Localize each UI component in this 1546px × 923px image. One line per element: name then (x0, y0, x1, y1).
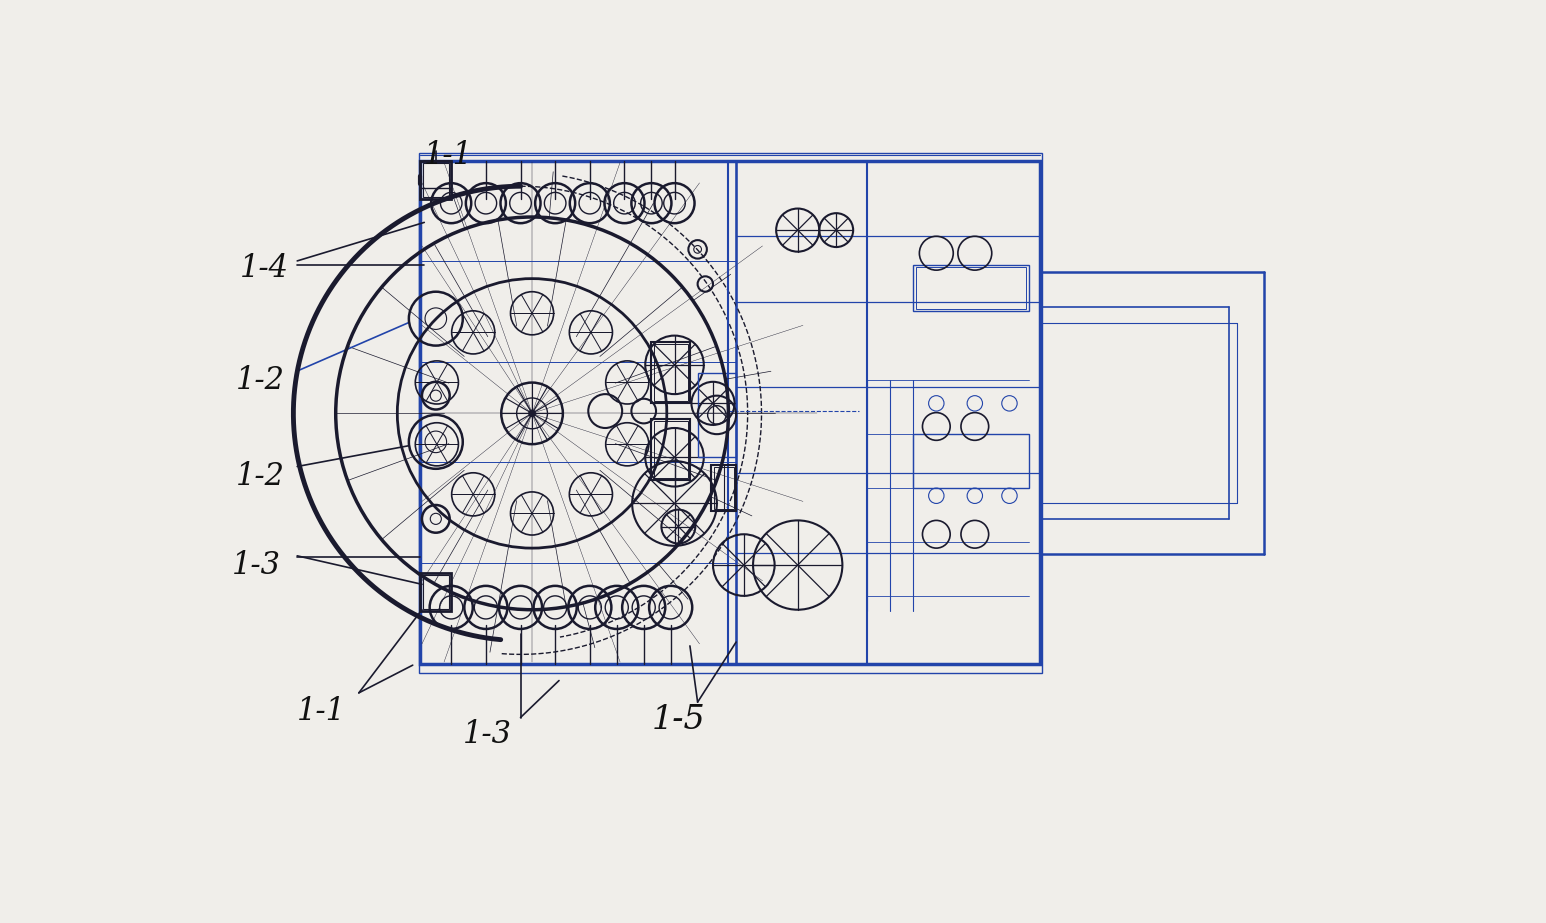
Bar (714, 467, 734, 509)
Text: 1-4: 1-4 (240, 253, 289, 284)
Bar (711, 465, 736, 511)
Text: 1-5: 1-5 (651, 703, 705, 736)
Bar (914, 265, 1028, 311)
Bar (419, 153, 1042, 673)
Text: 1-2: 1-2 (235, 365, 284, 396)
Bar (421, 573, 451, 611)
Text: 1-1: 1-1 (424, 140, 473, 171)
Bar (421, 161, 1040, 664)
Circle shape (529, 411, 535, 416)
Bar (697, 373, 736, 457)
Text: 1-3: 1-3 (462, 719, 512, 750)
Bar (914, 434, 1028, 488)
Bar (422, 163, 448, 197)
Bar (654, 421, 688, 478)
Text: 1-1: 1-1 (297, 696, 346, 727)
Bar (422, 575, 448, 609)
Text: 1-2: 1-2 (235, 462, 284, 492)
Bar (651, 342, 690, 403)
Text: 1-3: 1-3 (232, 550, 281, 581)
Bar (421, 161, 451, 199)
Bar (654, 344, 688, 402)
Bar (915, 267, 1027, 308)
Bar (651, 419, 690, 480)
